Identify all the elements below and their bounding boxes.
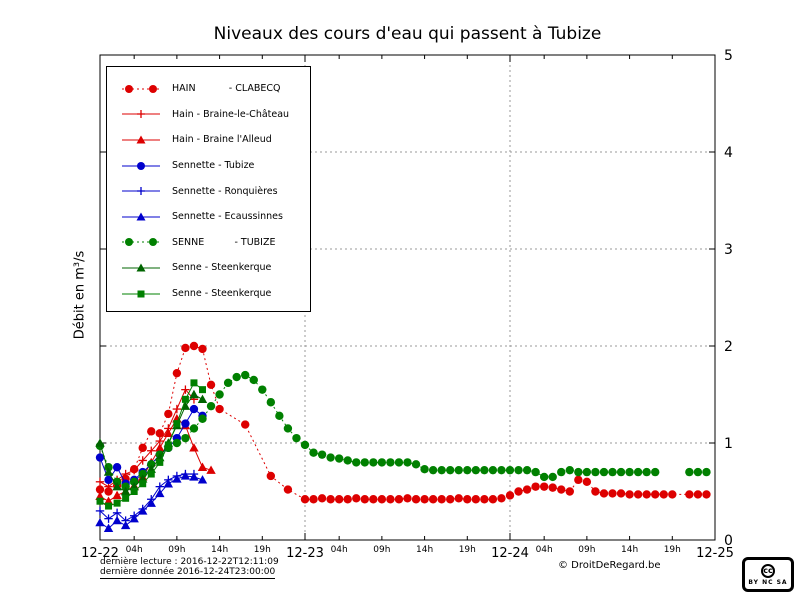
series-2 bbox=[95, 385, 199, 491]
svg-text:4: 4 bbox=[724, 145, 733, 161]
legend-label: Hain - Braine l'Alleud bbox=[172, 134, 272, 146]
legend-item: Senne - Steenkerque bbox=[119, 255, 306, 281]
svg-text:12-25: 12-25 bbox=[696, 546, 734, 561]
chart-title: Niveaux des cours d'eau qui passent à Tu… bbox=[213, 24, 602, 44]
triangle-marker-sample bbox=[122, 263, 160, 272]
square-marker-sample bbox=[122, 290, 160, 298]
series-6 bbox=[95, 471, 208, 533]
cc-terms-label: BY NC SA bbox=[748, 578, 788, 586]
series-1 bbox=[95, 341, 711, 504]
circle-marker-sample bbox=[122, 84, 160, 93]
legend-label: Senne - Steenkerque bbox=[172, 288, 272, 300]
legend-item: SENNE - TUBIZE bbox=[119, 230, 306, 256]
legend-item: Sennette - Ecaussinnes bbox=[119, 204, 306, 230]
legend-label: HAIN - CLABECQ bbox=[172, 83, 281, 95]
axis-tick-labels: 04h 09h 14h 19h 04h 09h 14h 19h 04h 09h 14h 19h 12-2… bbox=[81, 48, 734, 561]
y-axis-label: Débit en m³/s bbox=[72, 250, 88, 340]
svg-text:12-24: 12-24 bbox=[491, 546, 529, 561]
legend-label: Senne - Steenkerque bbox=[172, 262, 272, 274]
copyright-text: © DroitDeRegard.be bbox=[558, 560, 661, 571]
svg-text:12-22: 12-22 bbox=[81, 546, 119, 561]
circle-marker-sample bbox=[122, 238, 160, 247]
svg-text:14h: 14h bbox=[211, 545, 228, 555]
axis-ticks bbox=[99, 54, 716, 541]
svg-text:04h: 04h bbox=[126, 545, 143, 555]
legend-label: SENNE - TUBIZE bbox=[172, 236, 276, 248]
last-reading-text: dernière lecture : 2016-12-22T12:11:09 bbox=[100, 557, 279, 567]
legend-label: Sennette - Ecaussinnes bbox=[172, 211, 283, 223]
plus-marker-sample bbox=[122, 187, 160, 196]
svg-text:0: 0 bbox=[724, 533, 733, 549]
series-7 bbox=[95, 370, 711, 491]
svg-text:3: 3 bbox=[724, 242, 733, 258]
legend-item: Senne - Steenkerque bbox=[119, 281, 306, 307]
svg-text:19h: 19h bbox=[254, 545, 271, 555]
svg-text:04h: 04h bbox=[331, 545, 348, 555]
circle-marker-sample bbox=[122, 161, 160, 170]
svg-text:1: 1 bbox=[724, 436, 733, 452]
svg-text:09h: 09h bbox=[168, 545, 185, 555]
last-data-text: dernière donnée 2016-12-24T23:00:00 bbox=[100, 567, 276, 579]
triangle-marker-sample bbox=[122, 212, 160, 221]
cc-license-badge[interactable]: cc BY NC SA bbox=[742, 557, 794, 592]
cc-icon: cc bbox=[761, 563, 775, 578]
svg-text:2: 2 bbox=[724, 339, 733, 355]
svg-text:12-23: 12-23 bbox=[286, 546, 324, 561]
plus-marker-sample bbox=[122, 110, 160, 119]
svg-text:19h: 19h bbox=[664, 545, 681, 555]
svg-text:14h: 14h bbox=[416, 545, 433, 555]
legend-label: Hain - Braine-le-Château bbox=[172, 108, 290, 120]
svg-text:14h: 14h bbox=[621, 545, 638, 555]
svg-text:5: 5 bbox=[724, 48, 733, 64]
svg-text:09h: 09h bbox=[373, 545, 390, 555]
legend-label: Sennette - Tubize bbox=[172, 160, 255, 172]
series-9 bbox=[96, 379, 206, 510]
legend-item: HAIN - CLABECQ bbox=[119, 76, 306, 102]
legend-label: Sennette - Ronquières bbox=[172, 185, 278, 197]
svg-text:04h: 04h bbox=[536, 545, 553, 555]
legend: HAIN - CLABECQ Hain - Braine-le-Château Ha… bbox=[106, 66, 311, 312]
triangle-marker-sample bbox=[122, 135, 160, 144]
legend-item: Hain - Braine-le-Château bbox=[119, 102, 306, 128]
legend-item: Sennette - Tubize bbox=[119, 153, 306, 179]
plot-border bbox=[99, 54, 716, 541]
svg-text:09h: 09h bbox=[578, 545, 595, 555]
legend-item: Hain - Braine l'Alleud bbox=[119, 127, 306, 153]
svg-text:19h: 19h bbox=[459, 545, 476, 555]
legend-item: Sennette - Ronquières bbox=[119, 178, 306, 204]
